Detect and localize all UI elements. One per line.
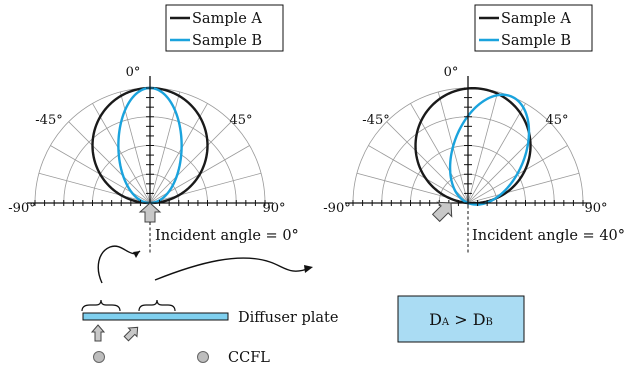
legend-label-b: Sample B [192,33,262,49]
result-box [397,295,525,343]
polar-axes-left [27,76,273,206]
ccfl-label: CCFL [228,350,270,366]
tick-label-45: 45° [229,113,252,128]
tick-label-minus90: -90° [323,201,350,216]
legend-box [165,4,284,52]
polar-grid-spoke [68,121,151,204]
polar-grid-spoke [410,103,469,204]
legend-left: Sample A Sample B [165,4,284,52]
vertical-incident-arrow [90,324,106,342]
scattered-light-path-2 [154,257,311,281]
tick-label-minus45: -45° [362,113,389,128]
tick-label-minus45: -45° [35,113,62,128]
legend-right: Sample A Sample B [474,4,593,52]
polar-grid-spoke [92,103,151,204]
result-sub-b: B [486,317,493,328]
ccfl-lamp-1 [93,351,105,363]
incident-arrow-shape [138,202,162,223]
polar-grid-spoke [467,103,526,204]
result-operator: > [449,310,473,329]
incident-light-arrow-left [138,202,162,223]
oblique-incident-arrow [123,326,139,342]
light-path-arrowhead-2 [304,265,313,273]
tick-label-0: 0° [444,65,459,80]
result-box-label: DA > DB [429,310,493,329]
polar-grid-spoke [149,172,262,204]
result-d-b: D [473,310,486,329]
result-d-a: D [429,310,442,329]
polar-chart-right: 0° -45° 45° -90° 90° Sample A Sample B I… [323,4,625,255]
tick-label-90: 90° [262,201,285,216]
incident-arrow-shape [431,201,453,223]
polar-grid-spoke [467,91,499,204]
tick-label-90: 90° [584,201,607,216]
polar-grid-spoke [149,121,232,204]
polar-grid-spoke [368,145,469,204]
diffuser-plate [82,312,229,321]
polar-grid-spoke [149,103,208,204]
legend-box [474,4,593,52]
diffuser-plate-label: Diffuser plate [238,310,338,326]
tick-label-0: 0° [126,65,141,80]
polar-grid-spoke [38,172,151,204]
polar-grid-spoke [467,172,580,204]
incident-angle-caption-right: Incident angle = 40° [472,228,625,244]
spread-brace-2 [138,299,176,312]
polar-axes-right [345,76,591,206]
spread-brace-1 [81,299,121,312]
tick-label-45: 45° [545,113,568,128]
legend-label-b: Sample B [501,33,571,49]
result-sub-a: A [441,317,450,328]
polar-chart-left: 0° -45° 45° -90° 90° Sample A Sample B I… [8,4,299,255]
legend-label-a: Sample A [192,11,262,27]
tick-label-minus90: -90° [8,201,35,216]
curves-right [414,87,532,206]
polar-grid-spoke [467,121,550,204]
light-path-arrowhead-1 [133,251,140,258]
legend-label-a: Sample A [501,11,571,27]
backlight-schematic: Diffuser plate CCFL DA > DB [81,245,525,366]
incident-light-arrow-right [431,201,453,223]
ccfl-lamp-2 [197,351,209,363]
incident-angle-caption-left: Incident angle = 0° [155,228,299,244]
scattered-light-path-1 [97,245,141,284]
